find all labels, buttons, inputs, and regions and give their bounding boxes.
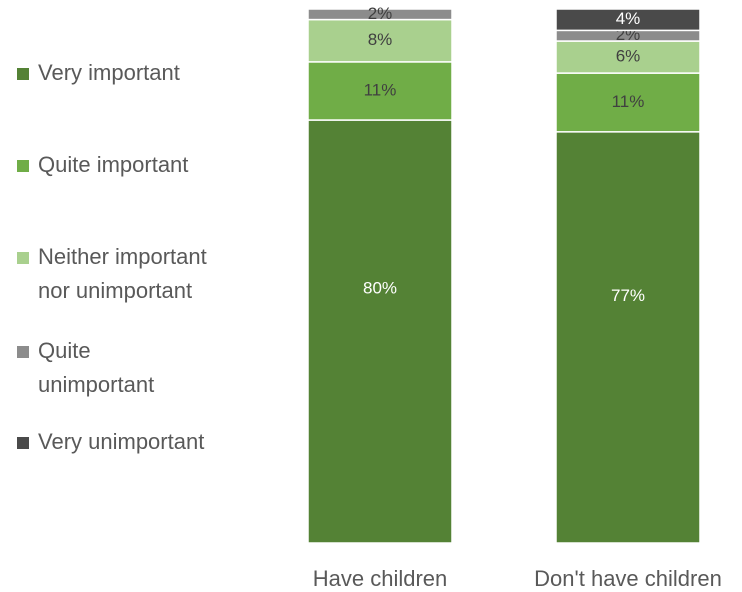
legend-label-line: unimportant xyxy=(38,372,154,397)
legend-label-neither-important-nor-unimportant: Neither important nor unimportant xyxy=(38,244,207,303)
legend-label-very-important: Very important xyxy=(38,60,180,85)
bar-have-children-quite-important xyxy=(307,61,453,121)
legend-label-quite-important: Quite important xyxy=(38,152,188,177)
bars: 80%11%8%2%77%11%6%2%4% xyxy=(307,4,701,544)
legend-swatch-very-important xyxy=(17,68,29,80)
bar-have-children-neither-important-nor-unimportant xyxy=(307,18,453,63)
bar-have-children-very-important xyxy=(307,119,453,544)
bar-have-children-quite-unimportant xyxy=(307,8,453,21)
legend-item-quite-important: Quite important xyxy=(17,152,188,177)
category-label-have-children: Have children xyxy=(313,566,448,591)
legend-item-very-unimportant: Very unimportant xyxy=(17,429,204,454)
category-labels: Have children Don't have children xyxy=(313,566,722,591)
legend-item-quite-unimportant: Quite unimportant xyxy=(17,338,154,397)
legend-swatch-very-unimportant xyxy=(17,437,29,449)
bar-don-t-have-children-quite-important xyxy=(555,72,701,133)
data-label-don-t-have-children-very-important: 77% xyxy=(611,286,645,305)
legend-swatch-quite-unimportant xyxy=(17,346,29,358)
legend: Very important Quite important Neither imp… xyxy=(17,60,207,454)
data-label-don-t-have-children-quite-important: 11% xyxy=(612,92,645,111)
bar-don-t-have-children-neither-important-nor-unimportant xyxy=(555,40,701,74)
bar-don-t-have-children-very-unimportant xyxy=(555,8,701,32)
legend-item-very-important: Very important xyxy=(17,60,180,85)
bar-don-t-have-children-very-important xyxy=(555,131,701,544)
legend-label-quite-unimportant: Quite unimportant xyxy=(38,338,154,397)
legend-label-line: Quite xyxy=(38,338,91,363)
data-label-don-t-have-children-very-unimportant: 4% xyxy=(616,9,641,28)
legend-swatch-neither-important-nor-unimportant xyxy=(17,252,29,264)
legend-label-very-unimportant: Very unimportant xyxy=(38,429,204,454)
data-label-don-t-have-children-neither-important-nor-unimportant: 6% xyxy=(616,47,641,66)
data-label-have-children-very-important: 80% xyxy=(363,279,397,298)
legend-label-line: nor unimportant xyxy=(38,278,192,303)
category-label-don-t-have-children: Don't have children xyxy=(534,566,722,591)
data-label-have-children-neither-important-nor-unimportant: 8% xyxy=(368,30,393,49)
data-label-have-children-quite-important: 11% xyxy=(364,80,397,99)
legend-swatch-quite-important xyxy=(17,160,29,172)
legend-item-neither-important-nor-unimportant: Neither important nor unimportant xyxy=(17,244,207,303)
data-label-have-children-quite-unimportant: 2% xyxy=(368,4,393,23)
legend-label-line: Neither important xyxy=(38,244,207,269)
